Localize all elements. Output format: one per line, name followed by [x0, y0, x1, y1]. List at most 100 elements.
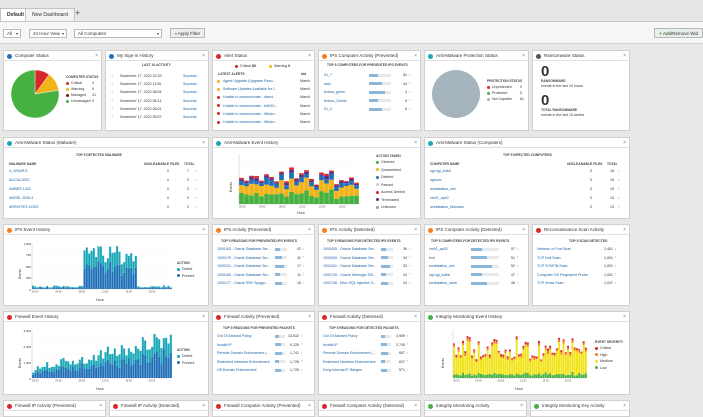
chart-bar[interactable] — [564, 375, 567, 378]
chart-bar[interactable] — [500, 355, 502, 358]
chart-bar[interactable] — [542, 353, 545, 355]
chart-bar[interactable] — [324, 176, 329, 180]
chart-bar[interactable] — [504, 351, 507, 353]
chart-bar[interactable] — [464, 375, 467, 378]
chart-bar[interactable] — [83, 268, 86, 289]
chart-bar[interactable] — [551, 355, 554, 376]
chart-bar[interactable] — [67, 287, 70, 289]
chart-bar[interactable] — [575, 348, 578, 350]
chart-bar[interactable] — [319, 174, 324, 176]
chart-bar[interactable] — [279, 193, 284, 204]
chart-bar[interactable] — [127, 358, 130, 378]
chart-bar[interactable] — [508, 349, 511, 352]
table-row-name[interactable]: AMBER.1422 — [9, 187, 31, 191]
chart-bar[interactable] — [67, 361, 70, 369]
chart-bar[interactable] — [160, 287, 163, 289]
chart-bar[interactable] — [457, 375, 460, 378]
chart-bar[interactable] — [578, 352, 581, 374]
chart-bar[interactable] — [513, 356, 516, 359]
chart-bar[interactable] — [125, 363, 128, 378]
chart-bar[interactable] — [36, 371, 39, 378]
list-item-name[interactable]: TCP Null Scan — [537, 255, 561, 260]
chart-bar[interactable] — [354, 182, 359, 184]
chart-bar[interactable] — [349, 177, 354, 179]
chart-bar[interactable] — [46, 286, 49, 287]
chart-bar[interactable] — [569, 353, 572, 356]
chart-bar[interactable] — [304, 190, 309, 204]
chart-bar[interactable] — [55, 364, 58, 369]
chart-bar[interactable] — [141, 337, 144, 355]
legend-item[interactable]: Cleaned — [376, 160, 394, 164]
chart-bar[interactable] — [92, 248, 95, 267]
chart-bar[interactable] — [513, 358, 516, 360]
chart-bar[interactable] — [99, 350, 102, 364]
chart-bar[interactable] — [569, 355, 572, 375]
close-icon[interactable]: × — [99, 403, 102, 409]
chart-bar[interactable] — [144, 287, 147, 289]
chart-bar[interactable] — [344, 181, 349, 182]
chart-bar[interactable] — [540, 359, 543, 361]
chart-bar[interactable] — [477, 341, 480, 343]
chart-bar[interactable] — [488, 356, 491, 359]
chart-bar[interactable] — [279, 172, 284, 175]
chart-bar[interactable] — [111, 252, 114, 272]
chart-bar[interactable] — [515, 338, 518, 341]
legend-item[interactable]: Prevent — [177, 274, 194, 278]
chart-bar[interactable] — [249, 195, 254, 204]
ips-history-chart[interactable]: 00:00 04:00 08:00 12:00 16:00 20:00 — [31, 243, 172, 294]
chart-bar[interactable] — [41, 286, 44, 288]
chart-bar[interactable] — [479, 373, 482, 378]
chart-bar[interactable] — [132, 274, 135, 289]
list-item-name[interactable]: Remote Domain Enforcement (... — [323, 351, 376, 355]
close-icon[interactable]: × — [308, 403, 311, 409]
chart-bar[interactable] — [64, 286, 67, 288]
chart-bar[interactable] — [32, 372, 35, 375]
chart-bar[interactable] — [274, 182, 279, 184]
chart-bar[interactable] — [32, 374, 35, 378]
chart-bar[interactable] — [162, 338, 165, 350]
chart-bar[interactable] — [569, 374, 572, 378]
chart-bar[interactable] — [90, 360, 93, 367]
chart-bar[interactable] — [158, 286, 161, 288]
chart-bar[interactable] — [482, 355, 485, 357]
chart-bar[interactable] — [139, 287, 142, 289]
chart-bar[interactable] — [334, 186, 339, 191]
close-icon[interactable]: × — [623, 140, 626, 146]
chart-bar[interactable] — [294, 185, 299, 195]
chart-bar[interactable] — [575, 375, 578, 378]
chart-bar[interactable] — [466, 338, 469, 341]
chart-bar[interactable] — [85, 369, 88, 378]
protection-status-pie[interactable] — [431, 69, 481, 119]
table-row-name[interactable]: workstation_Maxsam — [430, 205, 464, 209]
chart-bar[interactable] — [144, 340, 147, 356]
chart-bar[interactable] — [329, 171, 334, 174]
chart-bar[interactable] — [289, 169, 294, 173]
chart-bar[interactable] — [334, 198, 339, 204]
chart-bar[interactable] — [511, 360, 514, 375]
computer-status-pie[interactable] — [10, 69, 60, 119]
signin-status[interactable]: Success — [183, 115, 197, 119]
chart-bar[interactable] — [540, 361, 543, 376]
scope-select[interactable]: All ▾ — [3, 29, 21, 38]
chart-bar[interactable] — [314, 186, 319, 188]
chart-bar[interactable] — [567, 345, 569, 348]
chart-bar[interactable] — [349, 178, 354, 182]
chart-bar[interactable] — [116, 246, 119, 265]
chart-bar[interactable] — [55, 285, 58, 288]
chart-bar[interactable] — [473, 353, 476, 375]
chart-bar[interactable] — [34, 372, 37, 378]
chart-bar[interactable] — [90, 366, 93, 378]
chart-bar[interactable] — [162, 285, 165, 288]
alert-text[interactable]: Unable to communicate - Windo... — [223, 111, 278, 116]
chart-bar[interactable] — [466, 336, 469, 339]
chart-bar[interactable] — [540, 360, 543, 362]
signin-status[interactable]: Success — [183, 98, 197, 103]
chart-bar[interactable] — [504, 349, 507, 352]
chart-bar[interactable] — [504, 352, 507, 376]
chart-bar[interactable] — [269, 194, 274, 204]
chart-bar[interactable] — [535, 356, 538, 359]
chart-bar[interactable] — [520, 355, 523, 358]
list-item-name[interactable]: Out Of Allowed Policy — [217, 334, 252, 338]
close-icon[interactable]: × — [623, 403, 626, 409]
legend-item[interactable]: Access Denied — [376, 190, 405, 194]
